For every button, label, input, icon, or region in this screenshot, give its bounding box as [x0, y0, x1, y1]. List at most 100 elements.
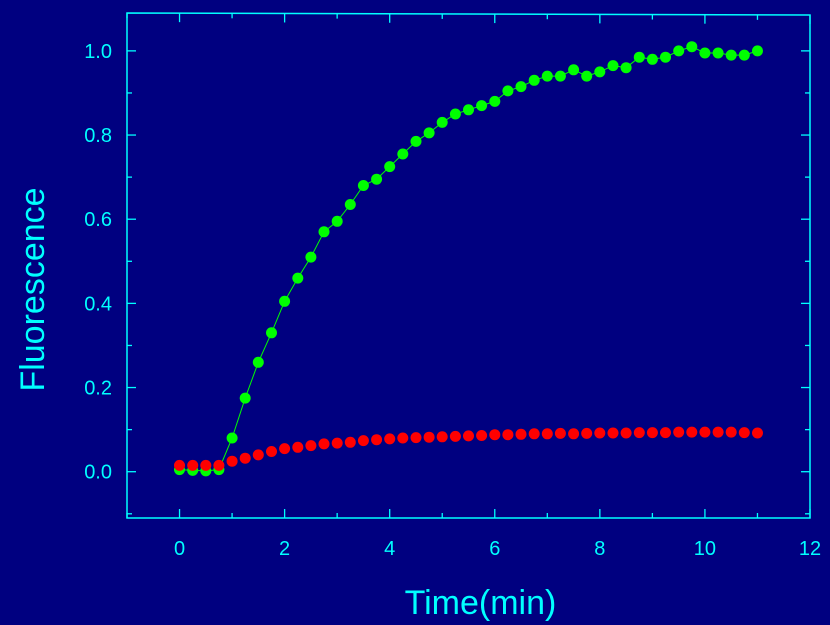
data-point — [620, 62, 632, 74]
data-point — [712, 426, 724, 438]
data-point — [187, 459, 199, 471]
data-point — [174, 459, 185, 471]
data-point — [436, 431, 448, 443]
data-point — [528, 428, 540, 440]
data-point — [581, 70, 593, 82]
data-point — [515, 81, 527, 93]
data-point — [463, 430, 474, 442]
y-tick-label: 0.6 — [84, 209, 112, 231]
x-tick-label: 8 — [594, 538, 605, 560]
data-point — [712, 47, 724, 59]
data-point — [449, 108, 461, 120]
data-point — [279, 443, 291, 455]
data-point — [449, 430, 461, 442]
data-point — [213, 459, 225, 471]
series-0 — [174, 41, 763, 477]
data-point — [660, 427, 671, 439]
data-point — [371, 434, 383, 446]
data-point — [752, 427, 763, 439]
data-point — [292, 272, 304, 284]
x-tick-label: 0 — [174, 538, 185, 560]
data-point — [607, 60, 619, 72]
data-point — [673, 426, 685, 438]
data-point — [673, 45, 685, 57]
y-tick-label: 0.2 — [84, 378, 112, 400]
data-point — [463, 104, 474, 116]
data-point — [318, 226, 330, 238]
data-point — [568, 64, 580, 76]
data-point — [410, 432, 422, 444]
data-point — [725, 49, 737, 61]
data-point — [594, 66, 606, 78]
data-point — [607, 427, 619, 439]
x-tick-label: 6 — [489, 538, 500, 560]
data-point — [476, 430, 488, 441]
data-point — [252, 356, 264, 368]
data-point — [239, 392, 251, 404]
data-point — [305, 251, 317, 263]
data-point — [292, 441, 304, 453]
x-tick-label: 10 — [694, 538, 716, 560]
y-tick-label: 0.0 — [84, 462, 112, 484]
tick-labels: 0 2 4 6 8 10 12 0.0 0.2 0.4 0.6 0.8 1.0 — [84, 41, 821, 560]
axis-ticks — [126, 13, 811, 518]
data-point — [226, 455, 238, 467]
y-tick-label: 0.4 — [84, 293, 112, 315]
data-point — [436, 116, 448, 128]
data-point — [581, 427, 593, 439]
y-tick-label: 1.0 — [84, 41, 112, 63]
data-point — [554, 427, 566, 439]
data-point — [660, 51, 671, 63]
data-point — [331, 215, 343, 227]
data-point — [515, 428, 527, 440]
data-point — [620, 427, 632, 439]
data-point — [371, 173, 383, 185]
y-axis-title: Fluorescence — [14, 187, 52, 391]
data-point — [252, 449, 264, 461]
data-point — [423, 127, 435, 139]
data-point — [384, 161, 396, 173]
x-tick-label: 2 — [279, 538, 290, 560]
data-point — [541, 70, 553, 82]
data-point — [344, 436, 356, 448]
data-point — [279, 295, 291, 307]
data-point — [752, 45, 763, 57]
data-point — [397, 148, 409, 160]
data-point — [554, 70, 566, 82]
data-point — [318, 438, 330, 450]
data-point — [239, 452, 251, 464]
x-tick-label: 12 — [799, 538, 821, 560]
data-point — [738, 427, 750, 439]
x-axis-title: Time(min) — [405, 584, 557, 622]
data-point — [686, 41, 698, 53]
data-point — [699, 47, 711, 59]
data-point — [226, 432, 238, 444]
data-point — [384, 433, 396, 445]
data-point — [266, 446, 277, 457]
data-point — [200, 459, 212, 471]
data-point — [266, 327, 277, 339]
data-point — [489, 95, 501, 107]
data-point — [502, 429, 514, 441]
data-point — [568, 428, 580, 440]
data-series — [174, 41, 763, 477]
data-point — [646, 427, 658, 439]
data-point — [594, 427, 606, 439]
data-point — [357, 435, 369, 447]
data-point — [725, 426, 737, 438]
data-point — [738, 49, 750, 61]
data-point — [489, 429, 501, 441]
data-point — [476, 100, 488, 112]
data-point — [502, 85, 514, 97]
data-point — [423, 431, 435, 443]
data-point — [344, 199, 356, 210]
data-point — [410, 135, 422, 147]
data-point — [331, 437, 343, 449]
data-point — [633, 51, 645, 63]
data-point — [397, 432, 409, 444]
data-point — [686, 426, 698, 438]
data-point — [699, 426, 711, 438]
data-point — [357, 180, 369, 191]
